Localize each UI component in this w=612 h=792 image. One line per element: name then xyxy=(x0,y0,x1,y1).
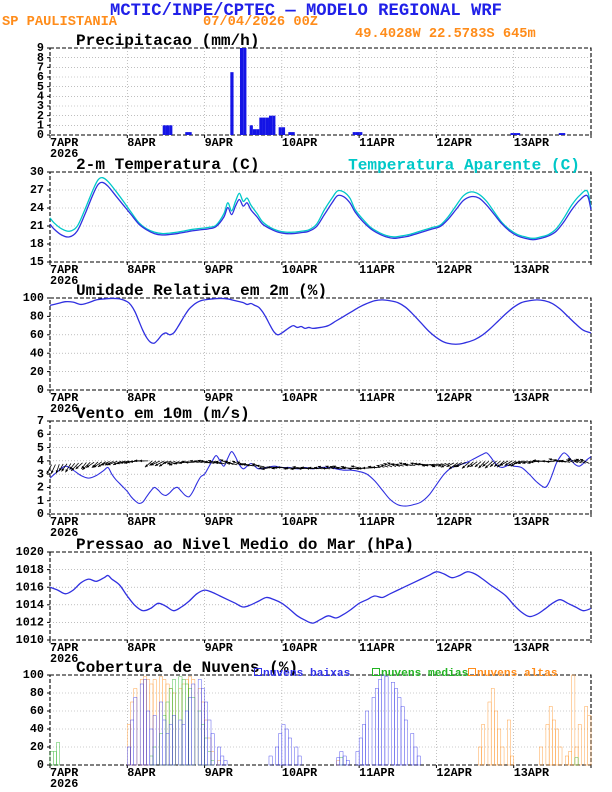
svg-text:0: 0 xyxy=(37,758,44,772)
svg-text:12APR: 12APR xyxy=(436,263,472,277)
svg-text:9APR: 9APR xyxy=(205,641,234,655)
svg-text:12APR: 12APR xyxy=(436,136,472,150)
svg-text:Vento em 10m (m/s): Vento em 10m (m/s) xyxy=(76,405,250,423)
svg-text:11APR: 11APR xyxy=(359,641,395,655)
svg-text:07/04/2026 00Z: 07/04/2026 00Z xyxy=(203,15,318,30)
svg-text:10APR: 10APR xyxy=(282,263,318,277)
svg-text:15: 15 xyxy=(30,255,44,269)
svg-text:1010: 1010 xyxy=(16,633,44,647)
svg-text:1020: 1020 xyxy=(16,545,44,559)
svg-text:8APR: 8APR xyxy=(127,263,156,277)
svg-text:nuvens baixas: nuvens baixas xyxy=(263,668,351,680)
svg-text:8APR: 8APR xyxy=(127,641,156,655)
svg-text:9: 9 xyxy=(37,41,44,55)
svg-text:0: 0 xyxy=(37,507,44,521)
svg-text:11APR: 11APR xyxy=(359,263,395,277)
svg-text:40: 40 xyxy=(30,722,44,736)
svg-text:2026: 2026 xyxy=(50,274,78,288)
svg-text:20: 20 xyxy=(30,740,44,754)
svg-text:13APR: 13APR xyxy=(514,515,550,529)
svg-text:5: 5 xyxy=(37,441,44,455)
svg-text:10APR: 10APR xyxy=(282,766,318,780)
svg-text:3: 3 xyxy=(37,467,44,481)
svg-text:nuvens medias: nuvens medias xyxy=(381,668,469,680)
svg-text:Temperatura Aparente (C): Temperatura Aparente (C) xyxy=(348,157,580,175)
svg-text:8APR: 8APR xyxy=(127,391,156,405)
svg-text:1: 1 xyxy=(37,494,44,508)
svg-text:49.4028W 22.5783S 645m: 49.4028W 22.5783S 645m xyxy=(355,27,536,42)
svg-text:9APR: 9APR xyxy=(205,515,234,529)
svg-text:10APR: 10APR xyxy=(282,641,318,655)
svg-text:13APR: 13APR xyxy=(514,136,550,150)
svg-text:40: 40 xyxy=(30,346,44,360)
svg-text:2026: 2026 xyxy=(50,652,78,666)
svg-text:10APR: 10APR xyxy=(282,136,318,150)
svg-text:11APR: 11APR xyxy=(359,766,395,780)
svg-text:9APR: 9APR xyxy=(205,766,234,780)
svg-text:30: 30 xyxy=(30,165,44,179)
svg-text:2026: 2026 xyxy=(50,526,78,540)
svg-text:13APR: 13APR xyxy=(514,766,550,780)
svg-text:100: 100 xyxy=(23,668,44,682)
svg-text:27: 27 xyxy=(30,183,44,197)
svg-text:80: 80 xyxy=(30,686,44,700)
svg-text:1016: 1016 xyxy=(16,580,44,594)
svg-text:10APR: 10APR xyxy=(282,515,318,529)
svg-text:Umidade Relativa em 2m (%): Umidade Relativa em 2m (%) xyxy=(76,282,327,300)
svg-text:13APR: 13APR xyxy=(514,391,550,405)
svg-text:8APR: 8APR xyxy=(127,136,156,150)
svg-text:11APR: 11APR xyxy=(359,515,395,529)
svg-text:0: 0 xyxy=(37,383,44,397)
svg-text:12APR: 12APR xyxy=(436,641,472,655)
svg-text:11APR: 11APR xyxy=(359,391,395,405)
svg-text:8APR: 8APR xyxy=(127,515,156,529)
svg-text:18: 18 xyxy=(30,237,44,251)
svg-text:13APR: 13APR xyxy=(514,263,550,277)
svg-text:7: 7 xyxy=(37,414,44,428)
svg-text:1018: 1018 xyxy=(16,563,44,577)
svg-text:2026: 2026 xyxy=(50,777,78,791)
svg-text:24: 24 xyxy=(30,201,44,215)
svg-text:80: 80 xyxy=(30,310,44,324)
svg-text:2026: 2026 xyxy=(50,147,78,161)
svg-text:60: 60 xyxy=(30,704,44,718)
svg-text:Precipitacao (mm/h): Precipitacao (mm/h) xyxy=(76,32,260,50)
svg-text:2026: 2026 xyxy=(50,402,78,416)
svg-text:4: 4 xyxy=(37,454,44,468)
svg-text:9APR: 9APR xyxy=(205,136,234,150)
svg-text:8APR: 8APR xyxy=(127,766,156,780)
svg-text:12APR: 12APR xyxy=(436,515,472,529)
svg-text:9APR: 9APR xyxy=(205,391,234,405)
svg-text:Pressao ao Nivel Medio do Mar: Pressao ao Nivel Medio do Mar (hPa) xyxy=(76,536,414,554)
svg-text:2-m Temperatura (C): 2-m Temperatura (C) xyxy=(76,156,260,174)
svg-text:13APR: 13APR xyxy=(514,641,550,655)
svg-text:2: 2 xyxy=(37,481,44,495)
svg-text:1012: 1012 xyxy=(16,616,44,630)
svg-text:60: 60 xyxy=(30,328,44,342)
svg-text:100: 100 xyxy=(23,291,44,305)
svg-text:12APR: 12APR xyxy=(436,391,472,405)
svg-text:9APR: 9APR xyxy=(205,263,234,277)
svg-text:nuvens altas: nuvens altas xyxy=(477,668,558,680)
svg-text:6: 6 xyxy=(37,427,44,441)
svg-text:1014: 1014 xyxy=(16,598,44,612)
svg-text:12APR: 12APR xyxy=(436,766,472,780)
svg-text:21: 21 xyxy=(30,219,44,233)
svg-text:11APR: 11APR xyxy=(359,136,395,150)
svg-text:20: 20 xyxy=(30,365,44,379)
svg-text:SP PAULISTANIA: SP PAULISTANIA xyxy=(2,15,118,30)
svg-text:10APR: 10APR xyxy=(282,391,318,405)
